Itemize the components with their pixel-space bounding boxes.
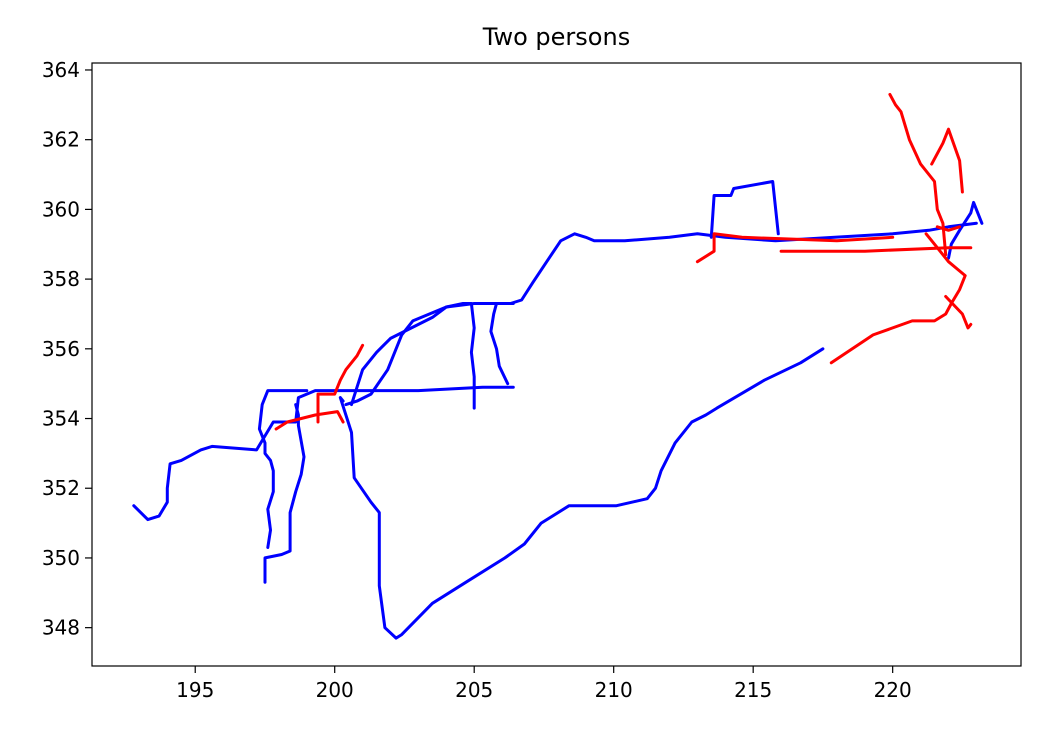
series-0-segment-3 — [350, 302, 476, 410]
x-tick-label: 200 — [316, 678, 354, 702]
series-1-segment-3 — [779, 246, 973, 253]
series-1-segment-2 — [695, 232, 895, 264]
y-tick-label: 350 — [42, 546, 80, 570]
x-tick-label: 210 — [595, 678, 633, 702]
x-tick-label: 205 — [455, 678, 493, 702]
x-axis: 195 200 205 210 215 220 — [176, 666, 912, 702]
y-tick-label: 360 — [42, 197, 80, 221]
y-tick-label: 354 — [42, 407, 80, 431]
series-0-segment-6 — [344, 302, 515, 407]
chart-title: Two persons — [482, 23, 630, 51]
series-1-segment-6 — [930, 127, 964, 194]
y-tick-label: 352 — [42, 476, 80, 500]
x-tick-label: 195 — [176, 678, 214, 702]
series-0-segment-7 — [338, 347, 825, 640]
y-tick-label: 364 — [42, 58, 80, 82]
series-1-segment-8 — [935, 225, 962, 232]
series-0-segment-5 — [709, 180, 780, 239]
series-1-segment-7 — [944, 295, 973, 330]
series-0-segment-2 — [257, 389, 309, 549]
y-tick-label: 356 — [42, 337, 80, 361]
plot-frame — [91, 62, 1022, 667]
series-1-segment-1 — [316, 343, 365, 424]
series-1-segment-0 — [274, 410, 345, 431]
series-1-segment-5 — [829, 232, 967, 365]
series-0-segment-8 — [947, 200, 984, 260]
tracks-layer — [132, 92, 984, 640]
x-tick-label: 220 — [874, 678, 912, 702]
y-tick-label: 362 — [42, 128, 80, 152]
y-tick-label: 358 — [42, 267, 80, 291]
series-0-segment-1 — [263, 403, 306, 584]
series-0-segment-4 — [489, 221, 978, 386]
x-tick-label: 215 — [734, 678, 772, 702]
series-0-segment-0 — [132, 385, 515, 522]
y-tick-label: 348 — [42, 616, 80, 640]
series-1-segment-4 — [888, 92, 948, 257]
y-axis: 348 350 352 354 356 358 360 362 364 — [42, 58, 92, 640]
